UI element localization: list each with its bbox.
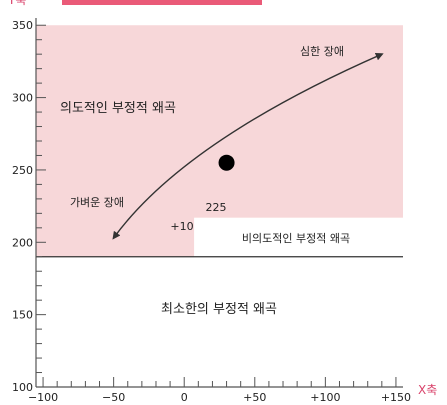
data-point	[218, 154, 235, 171]
y-tick-label: 200	[12, 236, 33, 249]
chart-axes	[35, 18, 403, 388]
y-tick-label: 250	[12, 164, 33, 177]
point-value-label: 225	[206, 201, 227, 214]
arrow-start-label: 가벼운 장애	[70, 196, 124, 209]
y-tick-label: 350	[12, 19, 33, 32]
region-label-minimal: 최소한의 부정적 왜곡	[161, 302, 277, 317]
x-tick-label: −100	[28, 391, 58, 404]
x-tick-label: 0	[181, 391, 188, 404]
chart-ticks: −100 −50 0 +50 +100 +150 100 150 200 250 300 350	[12, 19, 411, 404]
x-tick-label: +50	[243, 391, 266, 404]
region-label-unintentional: 비의도적인 부정적 왜곡	[242, 232, 350, 245]
offset-label: +10	[170, 220, 193, 233]
header-bar	[62, 0, 262, 5]
y-tick-label: 150	[12, 309, 33, 322]
x-axis-name: X축	[418, 383, 437, 397]
y-tick-label: 100	[12, 381, 33, 394]
y-tick-label: 300	[12, 92, 33, 105]
arrow-end-label: 심한 장애	[300, 45, 344, 58]
region-3	[36, 256, 403, 387]
chart-curve	[112, 52, 384, 240]
x-tick-label: +150	[381, 391, 411, 404]
x-tick-label: −50	[102, 391, 125, 404]
y-axis-name: Y축	[7, 0, 26, 7]
x-tick-label: +100	[310, 391, 340, 404]
region-label-intentional: 의도적인 부정적 왜곡	[60, 101, 176, 116]
trend-arrow	[112, 52, 384, 240]
